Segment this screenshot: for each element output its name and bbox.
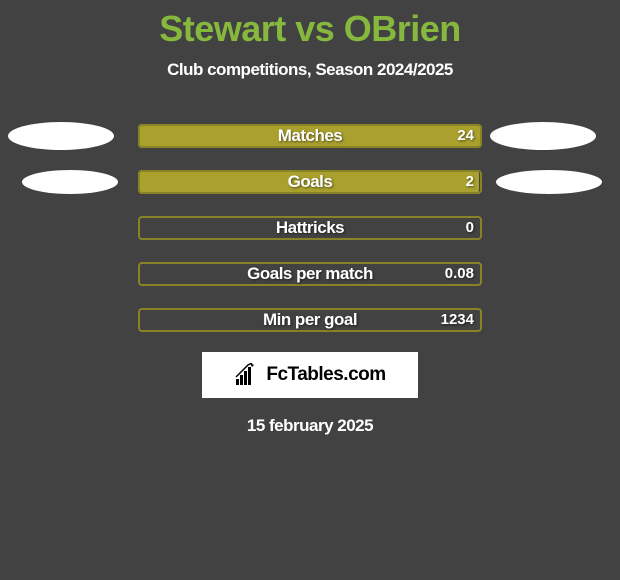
stat-row: Goals per match0.08 (0, 260, 620, 288)
player-right-marker (496, 170, 602, 194)
stat-bar: Min per goal1234 (138, 308, 482, 332)
stat-value: 0.08 (445, 262, 474, 286)
stat-row: Min per goal1234 (0, 306, 620, 334)
stat-value: 1234 (441, 308, 474, 332)
logo-box: FcTables.com (202, 352, 418, 398)
player-left-marker (8, 122, 114, 150)
stat-bar: Hattricks0 (138, 216, 482, 240)
stat-value: 24 (457, 124, 474, 148)
stat-label: Goals per match (138, 262, 482, 286)
player-left-marker (22, 170, 118, 194)
stat-label: Hattricks (138, 216, 482, 240)
stat-row: Goals2 (0, 168, 620, 196)
stat-bar: Goals2 (138, 170, 482, 194)
stat-row: Hattricks0 (0, 214, 620, 242)
stats-bars-container: Matches24 Goals2 Hattricks0 Goals per match… (0, 122, 620, 334)
stat-label: Matches (138, 124, 482, 148)
stat-value: 0 (466, 216, 474, 240)
logo-content: FcTables.com (234, 363, 385, 387)
page-title: Stewart vs OBrien (0, 0, 620, 50)
stat-label: Min per goal (138, 308, 482, 332)
date-text: 15 february 2025 (0, 416, 620, 436)
stat-row: Matches24 (0, 122, 620, 150)
stat-label: Goals (138, 170, 482, 194)
logo-text: FcTables.com (266, 364, 385, 386)
stat-bar: Matches24 (138, 124, 482, 148)
fctables-logo-icon (234, 363, 262, 387)
stat-value: 2 (466, 170, 474, 194)
player-right-marker (490, 122, 596, 150)
subtitle: Club competitions, Season 2024/2025 (0, 60, 620, 80)
stat-bar: Goals per match0.08 (138, 262, 482, 286)
